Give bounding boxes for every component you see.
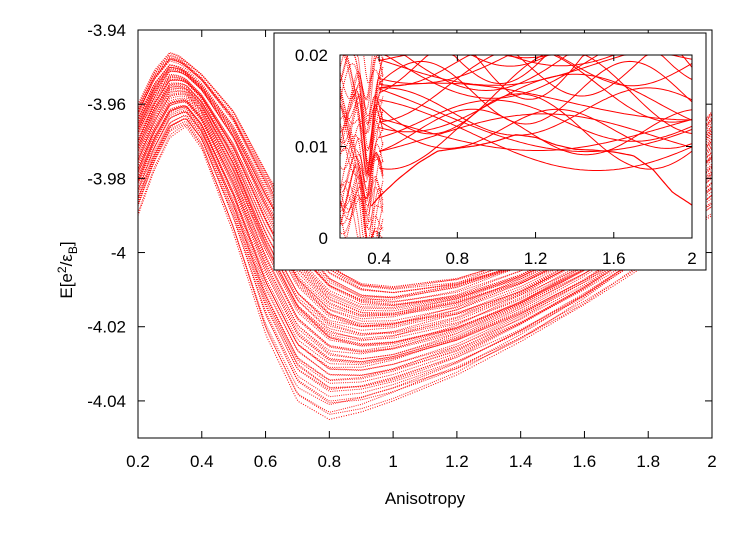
inset-level-line [378, 113, 693, 152]
y-label-base: E[e [57, 273, 76, 299]
inset-level-line [340, 54, 384, 173]
inset-level-line [379, 93, 693, 170]
energy-level-line [137, 118, 713, 398]
inset-level-line [339, 153, 384, 220]
inset-plot: 0.4 0.8 1.2 1.6 2 0.02 0.01 0 [273, 32, 707, 271]
energy-level-line [137, 121, 713, 413]
inset-level-line [378, 99, 693, 142]
energy-level-line [137, 90, 713, 345]
inset-level-line [339, 105, 384, 229]
inset-x-tick-label: 1.6 [602, 249, 626, 268]
y-label-subscript: B [66, 246, 80, 254]
energy-level-line [137, 77, 713, 322]
inset-y-tick-label: 0 [319, 229, 328, 248]
main-plot-frame [137, 29, 713, 439]
y-tick-label: -3.98 [87, 169, 126, 188]
energy-level-line [137, 87, 713, 347]
energy-level-line [137, 118, 713, 391]
x-tick-label: 1 [388, 452, 397, 471]
x-tick-label: 0.6 [254, 452, 278, 471]
energy-level-line [137, 97, 713, 353]
inset-level-line [340, 54, 384, 179]
energy-level-line [137, 100, 713, 360]
y-label-superscript: 2 [55, 266, 69, 273]
y-tick-label: -4.02 [87, 318, 126, 337]
inset-level-line [339, 152, 384, 214]
inset-level-line [339, 100, 384, 200]
inset-level-line [339, 134, 384, 223]
inset-level-line [339, 74, 384, 133]
inset-level-line [378, 73, 693, 133]
x-tick-label: 2 [707, 452, 716, 471]
energy-level-line [137, 98, 713, 363]
y-axis-label: E[e2/εB] [55, 241, 80, 298]
inset-x-tick-label: 0.4 [367, 249, 391, 268]
inset-level-line [339, 88, 384, 177]
inset-x-tick-label: 1.2 [524, 249, 548, 268]
y-tick-label: -3.96 [87, 95, 126, 114]
inset-y-tick-label: 0.02 [295, 46, 328, 65]
energy-level-line [137, 106, 713, 377]
inset-level-line [339, 151, 384, 207]
inset-level-line [339, 119, 384, 170]
inset-level-line [339, 101, 384, 152]
energy-level-line [137, 95, 713, 353]
energy-level-line [137, 101, 713, 363]
inset-level-line [378, 117, 693, 151]
y-tick-label: -4.04 [87, 392, 126, 411]
x-tick-label: 0.8 [318, 452, 342, 471]
inset-level-line [339, 56, 384, 121]
y-label-end: ] [57, 241, 76, 246]
inset-x-tick-label: 0.8 [446, 249, 470, 268]
energy-level-line [137, 76, 713, 320]
y-tick-label: -3.94 [87, 21, 126, 40]
main-axis-ticks: 0.2 0.4 0.6 0.8 1 1.2 1.4 1.6 1.8 2 -3.94 -3.96 -3.9… [87, 21, 716, 471]
inset-x-tick-label: 2 [687, 249, 696, 268]
inset-y-tick-label: 0.01 [295, 138, 328, 157]
x-tick-label: 1.4 [509, 452, 533, 471]
inset-level-line [339, 146, 384, 239]
inset-level-line [339, 54, 384, 135]
x-tick-label: 0.4 [190, 452, 214, 471]
inset-level-line [379, 99, 693, 171]
x-axis-label: Anisotropy [385, 489, 466, 508]
energy-level-line [137, 105, 713, 371]
series-lowest-gap [370, 134, 693, 207]
energy-level-line [137, 79, 713, 328]
inset-level-line [339, 91, 383, 172]
inset-level-line [340, 194, 383, 239]
energy-level-line [137, 90, 713, 339]
x-tick-label: 0.2 [126, 452, 150, 471]
inset-level-line [378, 88, 693, 153]
y-tick-label: -4 [111, 244, 126, 263]
x-tick-label: 1.6 [573, 452, 597, 471]
inset-level-line [339, 155, 384, 239]
energy-level-line [137, 114, 713, 393]
energy-level-line [137, 70, 713, 312]
energy-level-line [137, 115, 713, 389]
energy-level-line [137, 86, 713, 336]
x-tick-label: 1.2 [445, 452, 469, 471]
inset-axis-ticks: 0.4 0.8 1.2 1.6 2 0.02 0.01 0 [295, 46, 697, 268]
inset-level-line [339, 85, 384, 200]
inset-level-line [339, 162, 384, 231]
inset-level-line [339, 74, 384, 177]
y-label-mid: /ε [57, 254, 76, 267]
x-tick-label: 1.8 [636, 452, 660, 471]
inset-background [273, 32, 707, 271]
inset-level-line [379, 87, 693, 136]
inset-level-line [378, 108, 693, 149]
inset-level-line [378, 60, 693, 125]
